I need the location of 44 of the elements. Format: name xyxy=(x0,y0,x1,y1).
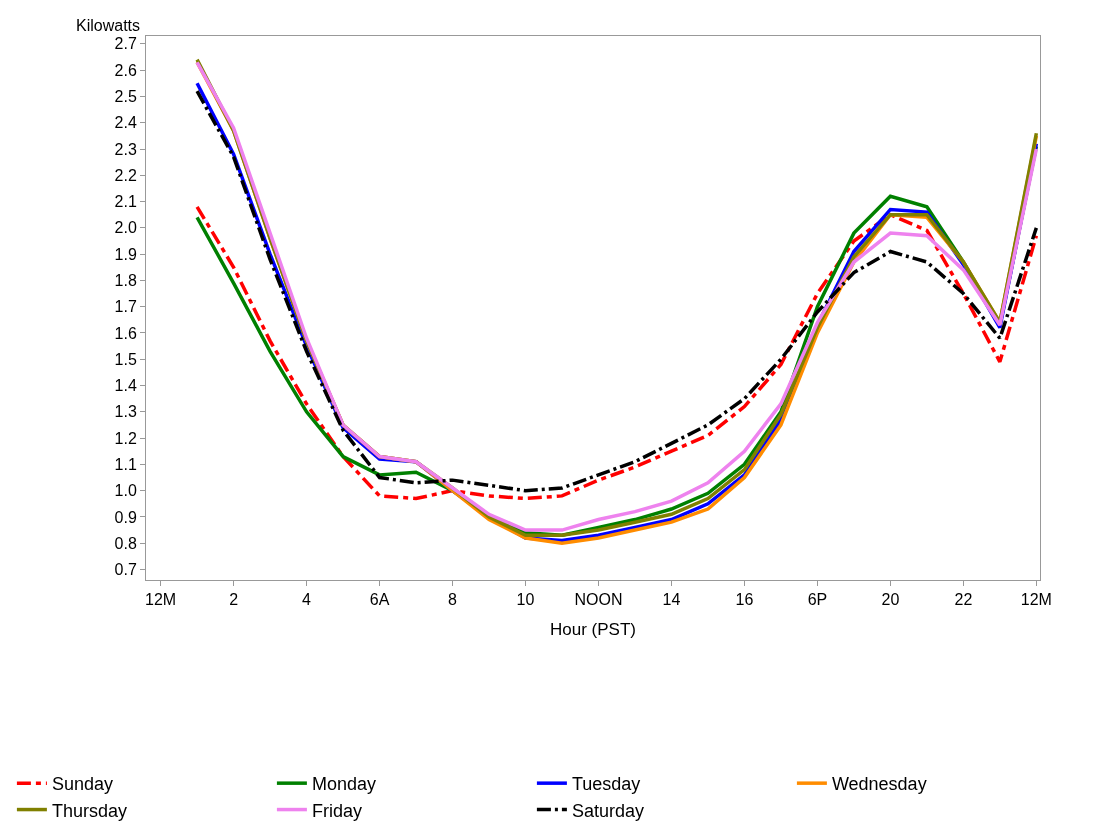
legend-label: Thursday xyxy=(51,800,127,821)
y-tick-label: 1.9 xyxy=(114,245,137,263)
x-tick-label: 6P xyxy=(807,591,828,609)
legend-label: Wednesday xyxy=(831,774,927,795)
y-tick-label: 2.1 xyxy=(114,193,137,211)
x-tick-label: 10 xyxy=(516,591,535,609)
y-tick-label: 0.8 xyxy=(114,534,137,552)
x-tick-label: 6A xyxy=(369,591,390,609)
x-tick-label: 20 xyxy=(881,591,900,609)
y-tick-label: 2.6 xyxy=(114,61,137,79)
y-tick-label: 2.5 xyxy=(114,88,137,106)
y-tick-label: 1.3 xyxy=(114,403,137,421)
legend-label: Sunday xyxy=(51,774,113,795)
y-tick-label: 2.3 xyxy=(114,140,137,158)
y-tick-label: 2.2 xyxy=(114,166,137,184)
y-tick-label: 1.2 xyxy=(114,429,137,447)
x-tick-label: 4 xyxy=(302,591,312,609)
x-tick-label: NOON xyxy=(574,591,623,609)
legend-label: Tuesday xyxy=(571,774,641,795)
x-tick-label: 12M xyxy=(1020,591,1052,609)
x-tick-label: 22 xyxy=(954,591,973,609)
line-series xyxy=(195,205,1039,501)
y-tick-label: 2.0 xyxy=(114,219,137,237)
y-tick-label: 1.6 xyxy=(114,324,137,342)
y-tick-label: 1.8 xyxy=(114,272,137,290)
legend-label: Saturday xyxy=(571,800,644,821)
y-tick-label: 2.7 xyxy=(114,35,137,53)
legend-label: Monday xyxy=(311,774,376,795)
x-axis-title: Hour (PST) xyxy=(550,619,636,639)
y-tick-label: 1.1 xyxy=(114,455,137,473)
y-tick-label: 2.4 xyxy=(114,114,137,132)
x-tick-label: 14 xyxy=(662,591,681,609)
legend-label: Friday xyxy=(311,800,362,821)
x-tick-label: 12M xyxy=(145,591,177,609)
y-tick-label: 1.4 xyxy=(114,377,137,395)
y-tick-label: 0.7 xyxy=(114,561,137,579)
y-tick-label: 0.9 xyxy=(114,508,137,526)
x-tick-label: 2 xyxy=(229,591,239,609)
y-tick-label: 1.7 xyxy=(114,298,137,316)
x-tick-label: 8 xyxy=(448,591,458,609)
y-tick-label: 1.0 xyxy=(114,482,137,500)
y-tick-label: 1.5 xyxy=(114,350,137,368)
y-axis-title: Kilowatts xyxy=(76,17,141,34)
x-tick-label: 16 xyxy=(735,591,754,609)
